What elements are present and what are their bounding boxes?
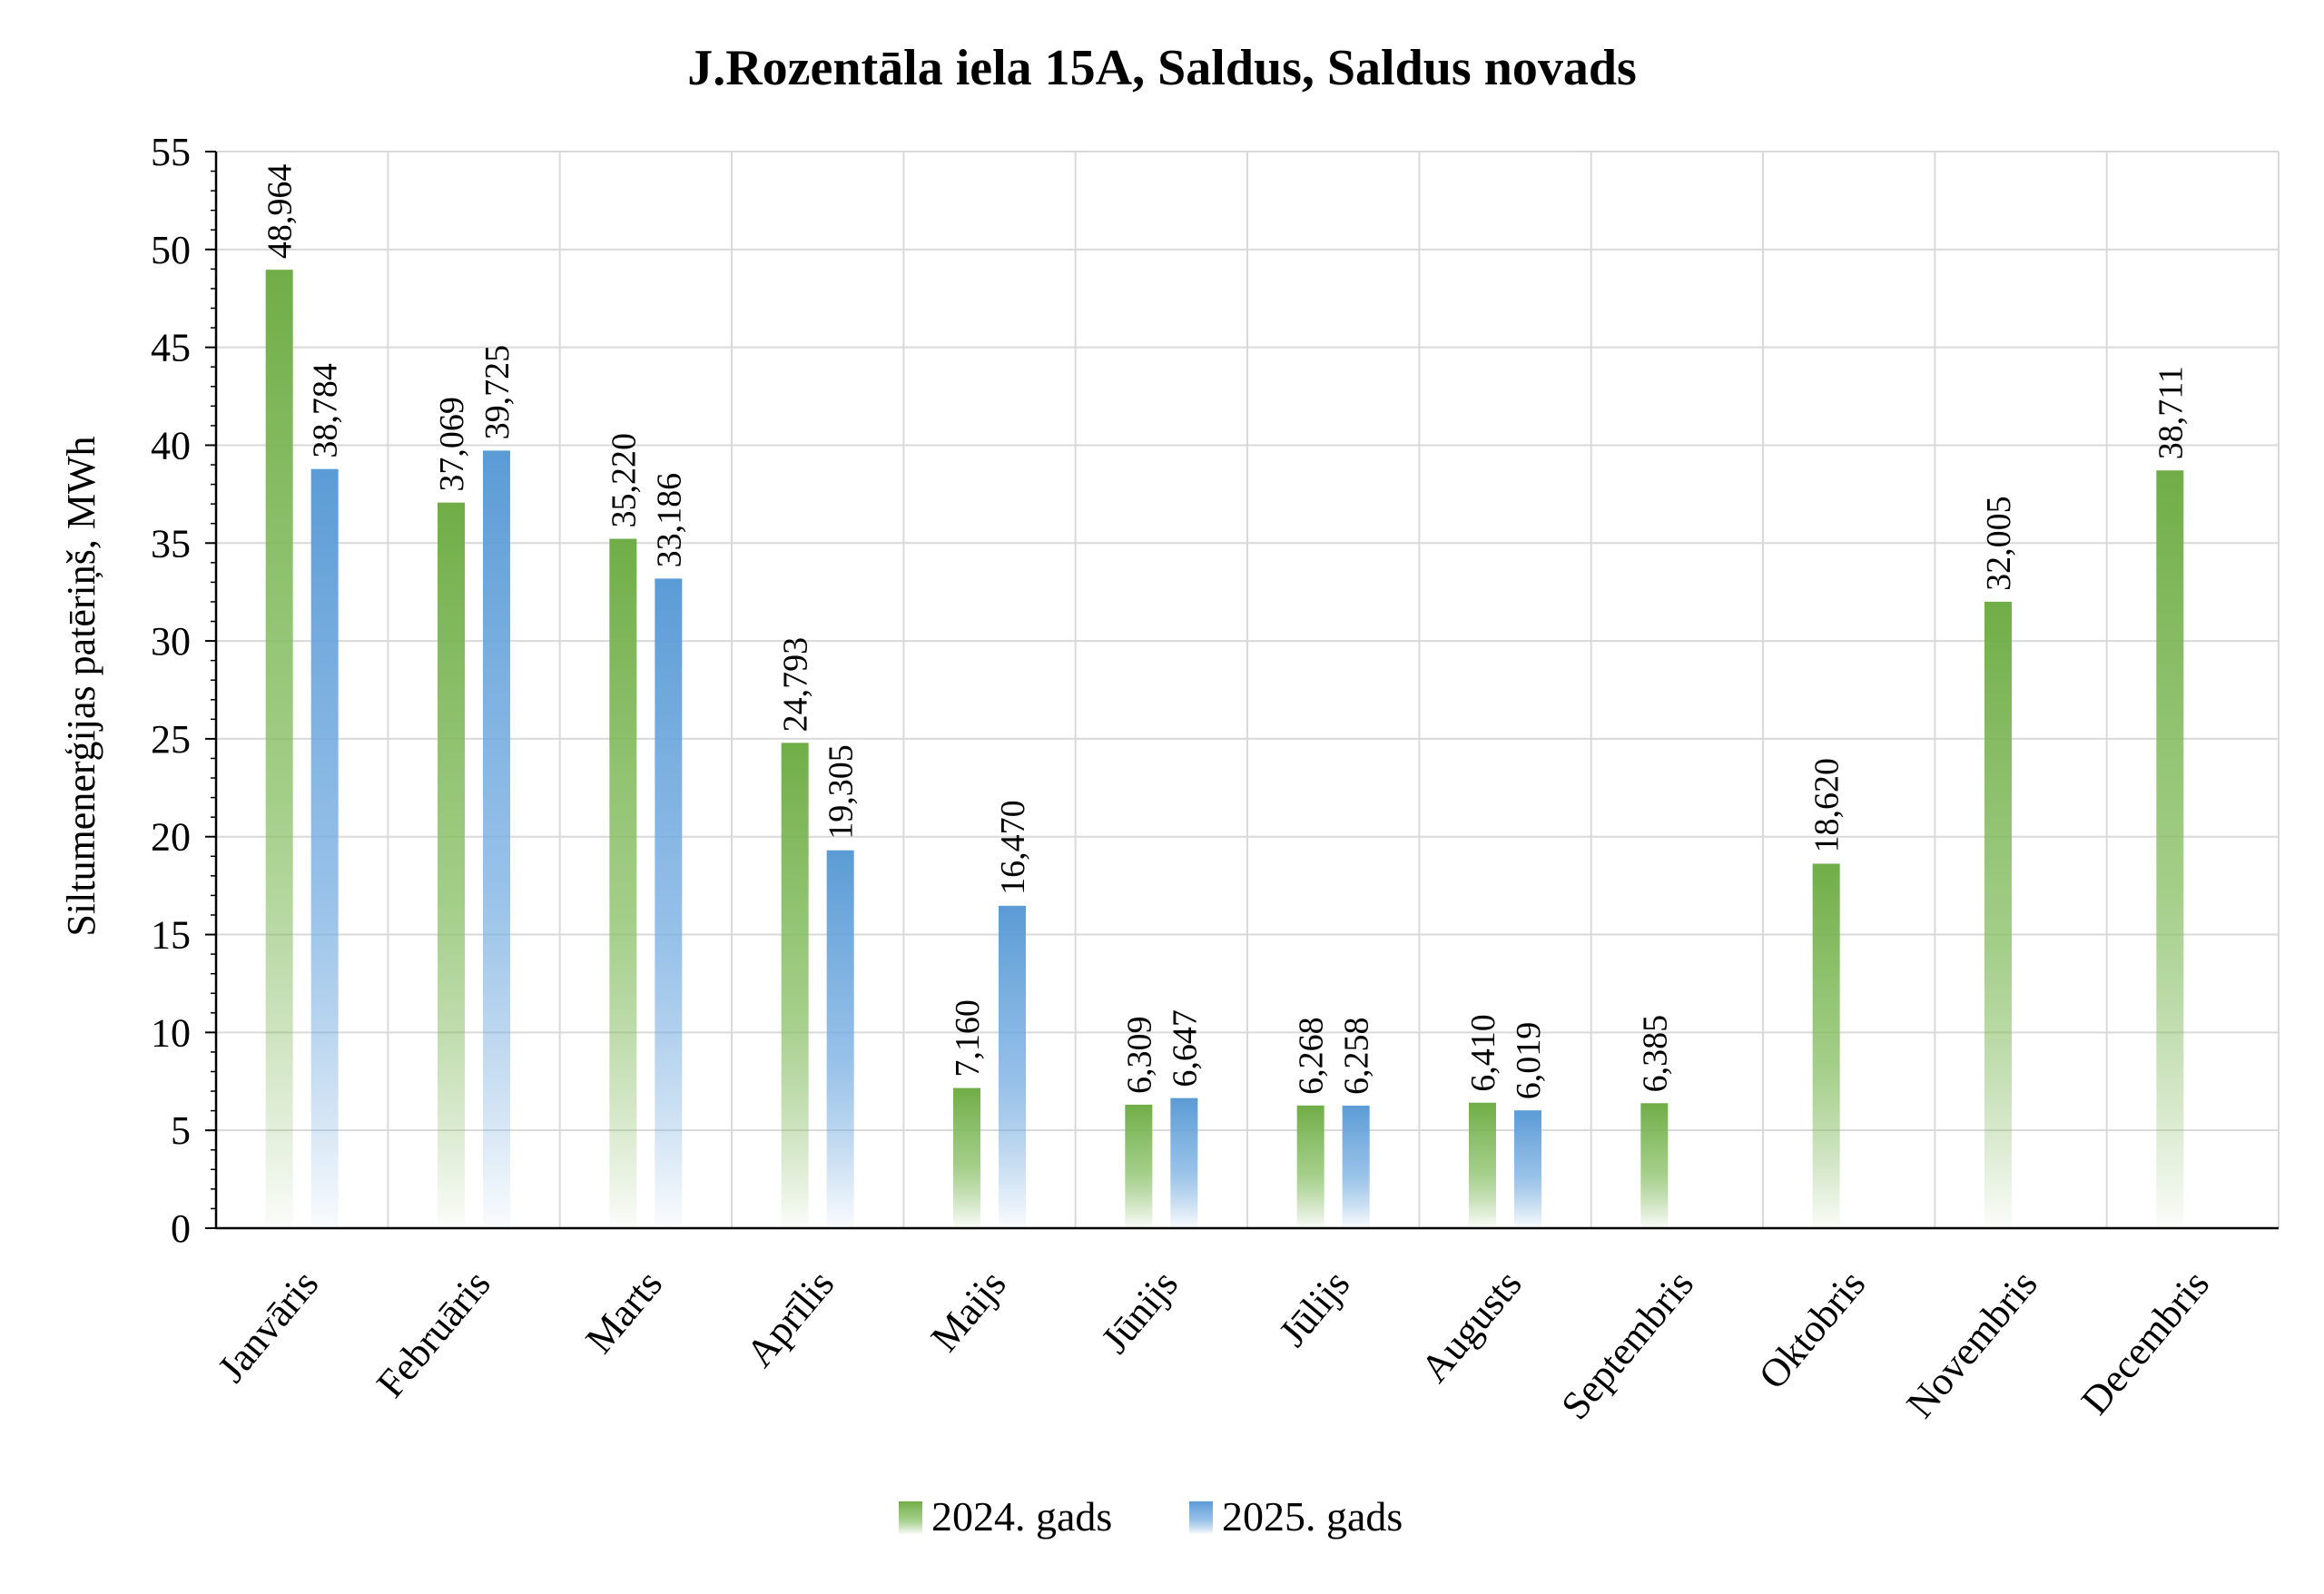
y-tick-label: 5 [171, 1108, 191, 1153]
y-tick-label: 50 [151, 228, 191, 272]
x-tick-label: Janvāris [209, 1262, 327, 1391]
bar-2025 [310, 468, 339, 1228]
bar-2024 [1812, 863, 1840, 1228]
y-tick-label: 25 [151, 717, 191, 762]
data-label: 48,964 [261, 164, 300, 260]
y-tick-label: 15 [151, 913, 191, 958]
data-label: 16,470 [994, 800, 1032, 895]
bar-2025 [1514, 1110, 1541, 1228]
data-label: 7,160 [949, 999, 987, 1077]
bar-2024 [1296, 1105, 1324, 1228]
data-label: 6,309 [1120, 1016, 1158, 1094]
data-label: 6,019 [1510, 1022, 1548, 1100]
y-tick-label: 10 [151, 1010, 191, 1055]
y-tick-label: 55 [151, 130, 191, 174]
y-tick-label: 0 [171, 1206, 191, 1251]
x-tick-label: Jūlijs [1270, 1262, 1358, 1355]
x-tick-label: Jūnijs [1092, 1262, 1187, 1362]
y-tick-label: 20 [151, 815, 191, 860]
y-tick-label: 35 [151, 521, 191, 566]
legend-label: 2024. gads [931, 1493, 1112, 1540]
bar-2024 [953, 1087, 980, 1228]
x-tick-label: Aprīlis [737, 1262, 842, 1375]
data-label: 6,258 [1338, 1018, 1376, 1096]
data-label: 39,725 [478, 345, 517, 440]
chart-title: J.Rozentāla iela 15A, Saldus, Saldus nov… [687, 40, 1637, 96]
legend-label: 2025. gads [1222, 1493, 1403, 1540]
bar-2024 [1984, 601, 2012, 1228]
bar-2024 [265, 270, 293, 1229]
axes [205, 151, 2279, 1230]
x-tick-label: Maijs [922, 1262, 1015, 1360]
bar-2024 [609, 538, 637, 1228]
data-label: 38,711 [2152, 366, 2190, 459]
data-label: 33,186 [650, 473, 688, 568]
bars [265, 270, 2184, 1229]
data-label: 19,305 [822, 744, 861, 840]
data-label: 38,784 [307, 363, 345, 458]
gridlines [215, 151, 2280, 1228]
data-label: 37,069 [433, 397, 471, 492]
data-label: 18,620 [1808, 758, 1846, 853]
bar-2024 [781, 743, 809, 1228]
x-tick-label: Decembris [2073, 1262, 2218, 1422]
data-label: 6,410 [1464, 1014, 1502, 1092]
bar-2025 [1170, 1097, 1198, 1228]
x-tick-label: Marts [576, 1262, 671, 1362]
bar-2025 [999, 905, 1026, 1228]
data-label: 6,268 [1293, 1017, 1331, 1095]
x-tick-label: Oktobris [1750, 1262, 1875, 1397]
data-label: 6,647 [1166, 1009, 1204, 1087]
bar-2024 [1469, 1102, 1496, 1228]
data-label: 32,005 [1980, 496, 2018, 591]
bar-2024 [1640, 1103, 1669, 1228]
data-label: 6,385 [1636, 1015, 1674, 1093]
bar-2024 [2156, 470, 2184, 1228]
bar-2025 [483, 450, 510, 1229]
bar-2024 [438, 502, 465, 1228]
bar-2024 [1125, 1104, 1153, 1228]
legend-swatch-2024 [899, 1501, 922, 1534]
x-tick-label: Augusts [1412, 1262, 1530, 1391]
legend-swatch-2025 [1189, 1501, 1213, 1534]
bar-2025 [655, 578, 683, 1228]
data-label: 24,793 [777, 637, 815, 733]
x-tick-label: Novembris [1897, 1262, 2045, 1426]
bar-2025 [826, 850, 854, 1228]
data-label: 35,220 [605, 433, 643, 528]
x-tick-label: Februāris [368, 1262, 498, 1406]
x-tick-label: Septembris [1552, 1262, 1702, 1428]
legend: 2024. gads 2025. gads [899, 1493, 1403, 1540]
bar-2025 [1342, 1106, 1370, 1228]
y-tick-label: 30 [151, 619, 191, 664]
y-tick-label: 40 [151, 423, 191, 467]
y-axis-title: Siltumenerģijas patēriņš, MWh [59, 436, 103, 936]
y-tick-label: 45 [151, 326, 191, 370]
